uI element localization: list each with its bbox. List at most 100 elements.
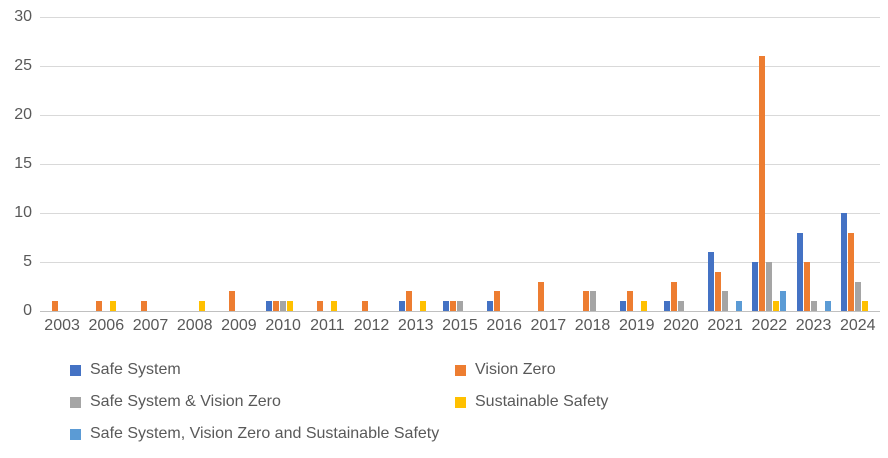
bar-safe-system-vision-zero-2020 <box>678 301 685 311</box>
x-tick-label-2023: 2023 <box>795 317 832 334</box>
bar-group-2006 <box>84 17 128 311</box>
bar-sustainable-safety-2006 <box>110 301 117 311</box>
bar-vision-zero-2023 <box>803 262 810 311</box>
x-tick-label-2008: 2008 <box>176 317 213 334</box>
bar-group-2022 <box>747 17 791 311</box>
bar-safe-system-2016 <box>487 301 494 311</box>
bar-safe-system-2024 <box>840 213 847 311</box>
x-axis-line <box>40 310 880 312</box>
bar-safe-system-vision-zero-and-sustainable-safety-2023 <box>824 301 831 311</box>
x-tick-label-2016: 2016 <box>486 317 522 334</box>
bar-vision-zero-2018 <box>582 291 589 311</box>
legend-swatch-icon <box>70 428 81 440</box>
legend-swatch-icon <box>70 364 81 376</box>
legend-swatch-icon <box>70 396 81 408</box>
bar-safe-system-vision-zero-2023 <box>810 301 817 311</box>
y-tick-label-25: 25 <box>14 57 32 74</box>
bar-sustainable-safety-2013 <box>419 301 426 311</box>
legend-swatch-icon <box>455 396 466 408</box>
bar-group-2011 <box>305 17 349 311</box>
gridline-15 <box>40 163 880 165</box>
x-tick-label-2021: 2021 <box>707 317 743 334</box>
bar-safe-system-2023 <box>796 232 803 311</box>
bar-vision-zero-2013 <box>405 291 412 311</box>
bar-safe-system-vision-zero-2021 <box>722 291 729 311</box>
y-tick-label-5: 5 <box>23 253 32 270</box>
bar-safe-system-2010 <box>266 301 273 311</box>
bar-safe-system-vision-zero-2015 <box>456 301 463 311</box>
legend-label: Safe System, Vision Zero and Sustainable… <box>90 425 440 442</box>
bar-sustainable-safety-2011 <box>331 301 338 311</box>
x-tick-label-2007: 2007 <box>132 317 169 334</box>
bar-vision-zero-2017 <box>538 281 545 311</box>
y-tick-label-30: 30 <box>14 8 32 25</box>
bar-group-2017 <box>526 17 570 311</box>
bar-safe-system-2020 <box>664 301 671 311</box>
x-tick-label-2003: 2003 <box>44 317 80 334</box>
legend-label: Safe System & Vision Zero <box>90 393 281 410</box>
bar-group-2008 <box>173 17 217 311</box>
bar-group-2023 <box>792 17 836 311</box>
bar-group-2019 <box>615 17 659 311</box>
legend-label: Safe System <box>90 361 181 378</box>
legend-swatch-icon <box>455 364 466 376</box>
y-tick-label-20: 20 <box>14 106 32 123</box>
bar-vision-zero-2012 <box>361 301 368 311</box>
bar-safe-system-2022 <box>752 262 759 311</box>
bar-vision-zero-2009 <box>228 291 235 311</box>
plot-area <box>40 16 880 312</box>
x-tick-label-2012: 2012 <box>353 317 390 334</box>
bar-group-2020 <box>659 17 703 311</box>
x-tick-label-2013: 2013 <box>397 317 434 334</box>
bar-safe-system-vision-zero-and-sustainable-safety-2022 <box>780 291 787 311</box>
bar-safe-system-vision-zero-2010 <box>280 301 287 311</box>
x-tick-label-2015: 2015 <box>442 317 478 334</box>
bar-group-2009 <box>217 17 261 311</box>
legend-item-sustainable-safety: Sustainable Safety <box>455 393 608 411</box>
bar-vision-zero-2021 <box>715 271 722 311</box>
bar-group-2016 <box>482 17 526 311</box>
x-tick-label-2022: 2022 <box>751 317 788 334</box>
y-axis: 0 5 10 15 20 25 30 <box>0 8 32 319</box>
y-tick-label-0: 0 <box>23 302 32 319</box>
x-tick-label-2018: 2018 <box>574 317 611 334</box>
bar-group-2010 <box>261 17 305 311</box>
bar-sustainable-safety-2024 <box>861 301 868 311</box>
bar-vision-zero-2022 <box>759 56 766 311</box>
gridline-20 <box>40 114 880 116</box>
bar-safe-system-2015 <box>442 301 449 311</box>
x-tick-label-2020: 2020 <box>663 317 699 334</box>
bar-group-2007 <box>128 17 172 311</box>
bar-group-2013 <box>394 17 438 311</box>
bar-vision-zero-2020 <box>671 281 678 311</box>
gridline-30 <box>40 16 880 18</box>
legend-item-safe-system-vision-zero-and-sustainable-safety: Safe System, Vision Zero and Sustainable… <box>70 425 455 443</box>
bar-vision-zero-2015 <box>449 301 456 311</box>
y-tick-label-10: 10 <box>14 204 32 221</box>
legend-item-vision-zero: Vision Zero <box>455 361 608 379</box>
bar-safe-system-2013 <box>398 301 405 311</box>
y-tick-label-15: 15 <box>14 155 32 172</box>
legend-item-safe-system: Safe System <box>70 361 455 379</box>
bar-vision-zero-2007 <box>140 301 147 311</box>
gridline-5 <box>40 261 880 263</box>
bar-group-2015 <box>438 17 482 311</box>
bar-group-2003 <box>40 17 84 311</box>
bar-vision-zero-2010 <box>273 301 280 311</box>
bar-sustainable-safety-2019 <box>640 301 647 311</box>
legend-label: Sustainable Safety <box>475 393 609 410</box>
bar-sustainable-safety-2022 <box>773 301 780 311</box>
bar-group-2018 <box>571 17 615 311</box>
x-tick-label-2010: 2010 <box>265 317 301 334</box>
bar-safe-system-2019 <box>619 301 626 311</box>
bar-vision-zero-2016 <box>494 291 501 311</box>
bar-safe-system-2021 <box>708 252 715 311</box>
bar-vision-zero-2024 <box>847 232 854 311</box>
bar-group-2024 <box>836 17 880 311</box>
x-tick-label-2006: 2006 <box>88 317 125 334</box>
x-axis-labels: 2003 2006 2007 2008 2009 2010 2011 2012 2013 2015… <box>40 317 880 335</box>
legend: Safe System Vision Zero Safe System & Visi… <box>70 361 608 443</box>
x-tick-label-2017: 2017 <box>530 317 567 334</box>
bar-safe-system-vision-zero-and-sustainable-safety-2021 <box>736 301 743 311</box>
legend-item-safe-system-vision-zero: Safe System & Vision Zero <box>70 393 455 411</box>
